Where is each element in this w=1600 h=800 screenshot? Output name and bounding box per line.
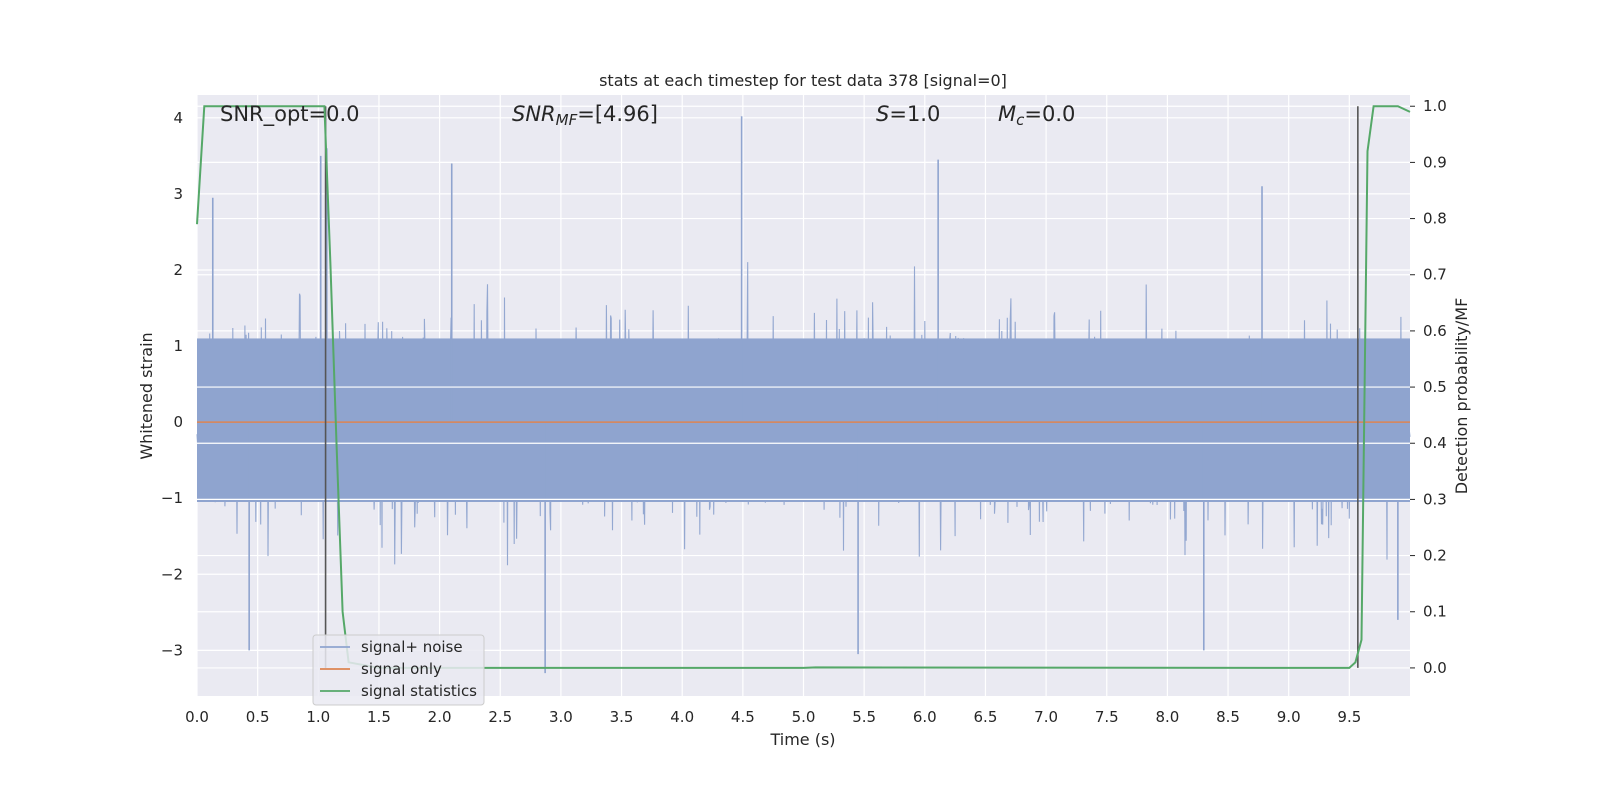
annotation-snr-mf: SNRMF=[4.96] — [512, 102, 658, 129]
y-right-tick-label: 0.6 — [1423, 322, 1447, 340]
legend-box — [312, 634, 485, 706]
legend-label-signal-statistics: signal statistics — [361, 682, 477, 700]
annotation-mc: Mc=0.0 — [998, 102, 1075, 129]
series-signal-noise-core — [197, 338, 1410, 503]
x-tick-label: 4.5 — [731, 708, 755, 726]
x-tick-label: 5.0 — [792, 708, 816, 726]
annotation-s-symbol: S — [876, 102, 889, 126]
y-right-tick-label: 0.5 — [1423, 378, 1447, 396]
legend-label-signal-only: signal only — [361, 660, 442, 678]
series-signal-noise — [196, 116, 1411, 674]
y-tick-label: 1 — [173, 337, 183, 355]
annotation-snr-mf-value: =[4.96] — [577, 102, 658, 126]
x-tick-label: 1.0 — [306, 708, 330, 726]
x-tick-label: 6.0 — [913, 708, 937, 726]
annotation-snr-opt: SNR_opt=0.0 — [220, 102, 360, 127]
series-signal-statistics-line — [196, 105, 1411, 669]
x-tick-label: 7.5 — [1095, 708, 1119, 726]
y-tick-label: −3 — [161, 641, 183, 659]
x-axis-label: Time (s) — [769, 730, 835, 749]
y-right-tick-label: 0.9 — [1423, 153, 1447, 171]
annotation-mc-value: =0.0 — [1024, 102, 1075, 126]
annotation-s: S=1.0 — [876, 102, 940, 126]
y-axis-label: Whitened strain — [137, 332, 156, 459]
overlay — [196, 105, 1411, 669]
x-tick-label: 9.0 — [1277, 708, 1301, 726]
y-right-tick-label: 0.7 — [1423, 266, 1447, 284]
x-tick-label: 8.0 — [1155, 708, 1179, 726]
y-right-tick-label: 0.1 — [1423, 603, 1447, 621]
legend: signal+ noise signal only signal statist… — [312, 634, 485, 706]
y-tick-label: 3 — [173, 185, 183, 203]
y-right-tick-label: 1.0 — [1423, 97, 1447, 115]
y-right-tick-label: 0.0 — [1423, 659, 1447, 677]
y-tick-label: 2 — [173, 261, 183, 279]
x-tick-label: 0.5 — [246, 708, 270, 726]
y-right-tick-label: 0.4 — [1423, 434, 1447, 452]
chart-title: stats at each timestep for test data 378… — [599, 71, 1007, 90]
y-right-tick-label: 0.3 — [1423, 490, 1447, 508]
x-tick-label: 6.5 — [974, 708, 998, 726]
annotation-mc-symbol: M — [998, 102, 1016, 126]
annotation-snr-mf-subscript: MF — [556, 111, 578, 129]
annotation-snr-mf-symbol: SNR — [512, 102, 556, 126]
x-tick-label: 5.5 — [852, 708, 876, 726]
y-right-axis-label: Detection probability/MF — [1452, 298, 1471, 495]
x-tick-label: 2.0 — [428, 708, 452, 726]
y-tick-label: 0 — [173, 413, 183, 431]
x-tick-label: 1.5 — [367, 708, 391, 726]
annotation-s-value: =1.0 — [889, 102, 940, 126]
x-tick-label: 9.5 — [1337, 708, 1361, 726]
y-right-axis-ticks: 0.0 0.1 0.2 0.3 0.4 0.5 0.6 0.7 0.8 0.9 1.0 — [1410, 97, 1447, 677]
y-tick-label: −1 — [161, 489, 183, 507]
y-right-tick-label: 0.8 — [1423, 210, 1447, 228]
y-tick-label: 4 — [173, 109, 183, 127]
x-tick-label: 0.0 — [185, 708, 209, 726]
y-right-tick-label: 0.2 — [1423, 547, 1447, 565]
x-tick-label: 2.5 — [488, 708, 512, 726]
legend-label-signal-noise: signal+ noise — [361, 638, 463, 656]
y-axis-ticks: −3 −2 −1 0 1 2 3 4 — [161, 109, 183, 660]
annotation-mc-subscript: c — [1016, 111, 1025, 129]
x-tick-label: 3.0 — [549, 708, 573, 726]
x-axis-ticks: 0.0 0.5 1.0 1.5 2.0 2.5 3.0 3.5 4.0 4.5 5.0 5.5 6.0 6… — [185, 708, 1361, 726]
x-tick-label: 3.5 — [610, 708, 634, 726]
x-tick-label: 7.0 — [1034, 708, 1058, 726]
x-tick-label: 4.0 — [670, 708, 694, 726]
y-tick-label: −2 — [161, 565, 183, 583]
x-tick-label: 8.5 — [1216, 708, 1240, 726]
